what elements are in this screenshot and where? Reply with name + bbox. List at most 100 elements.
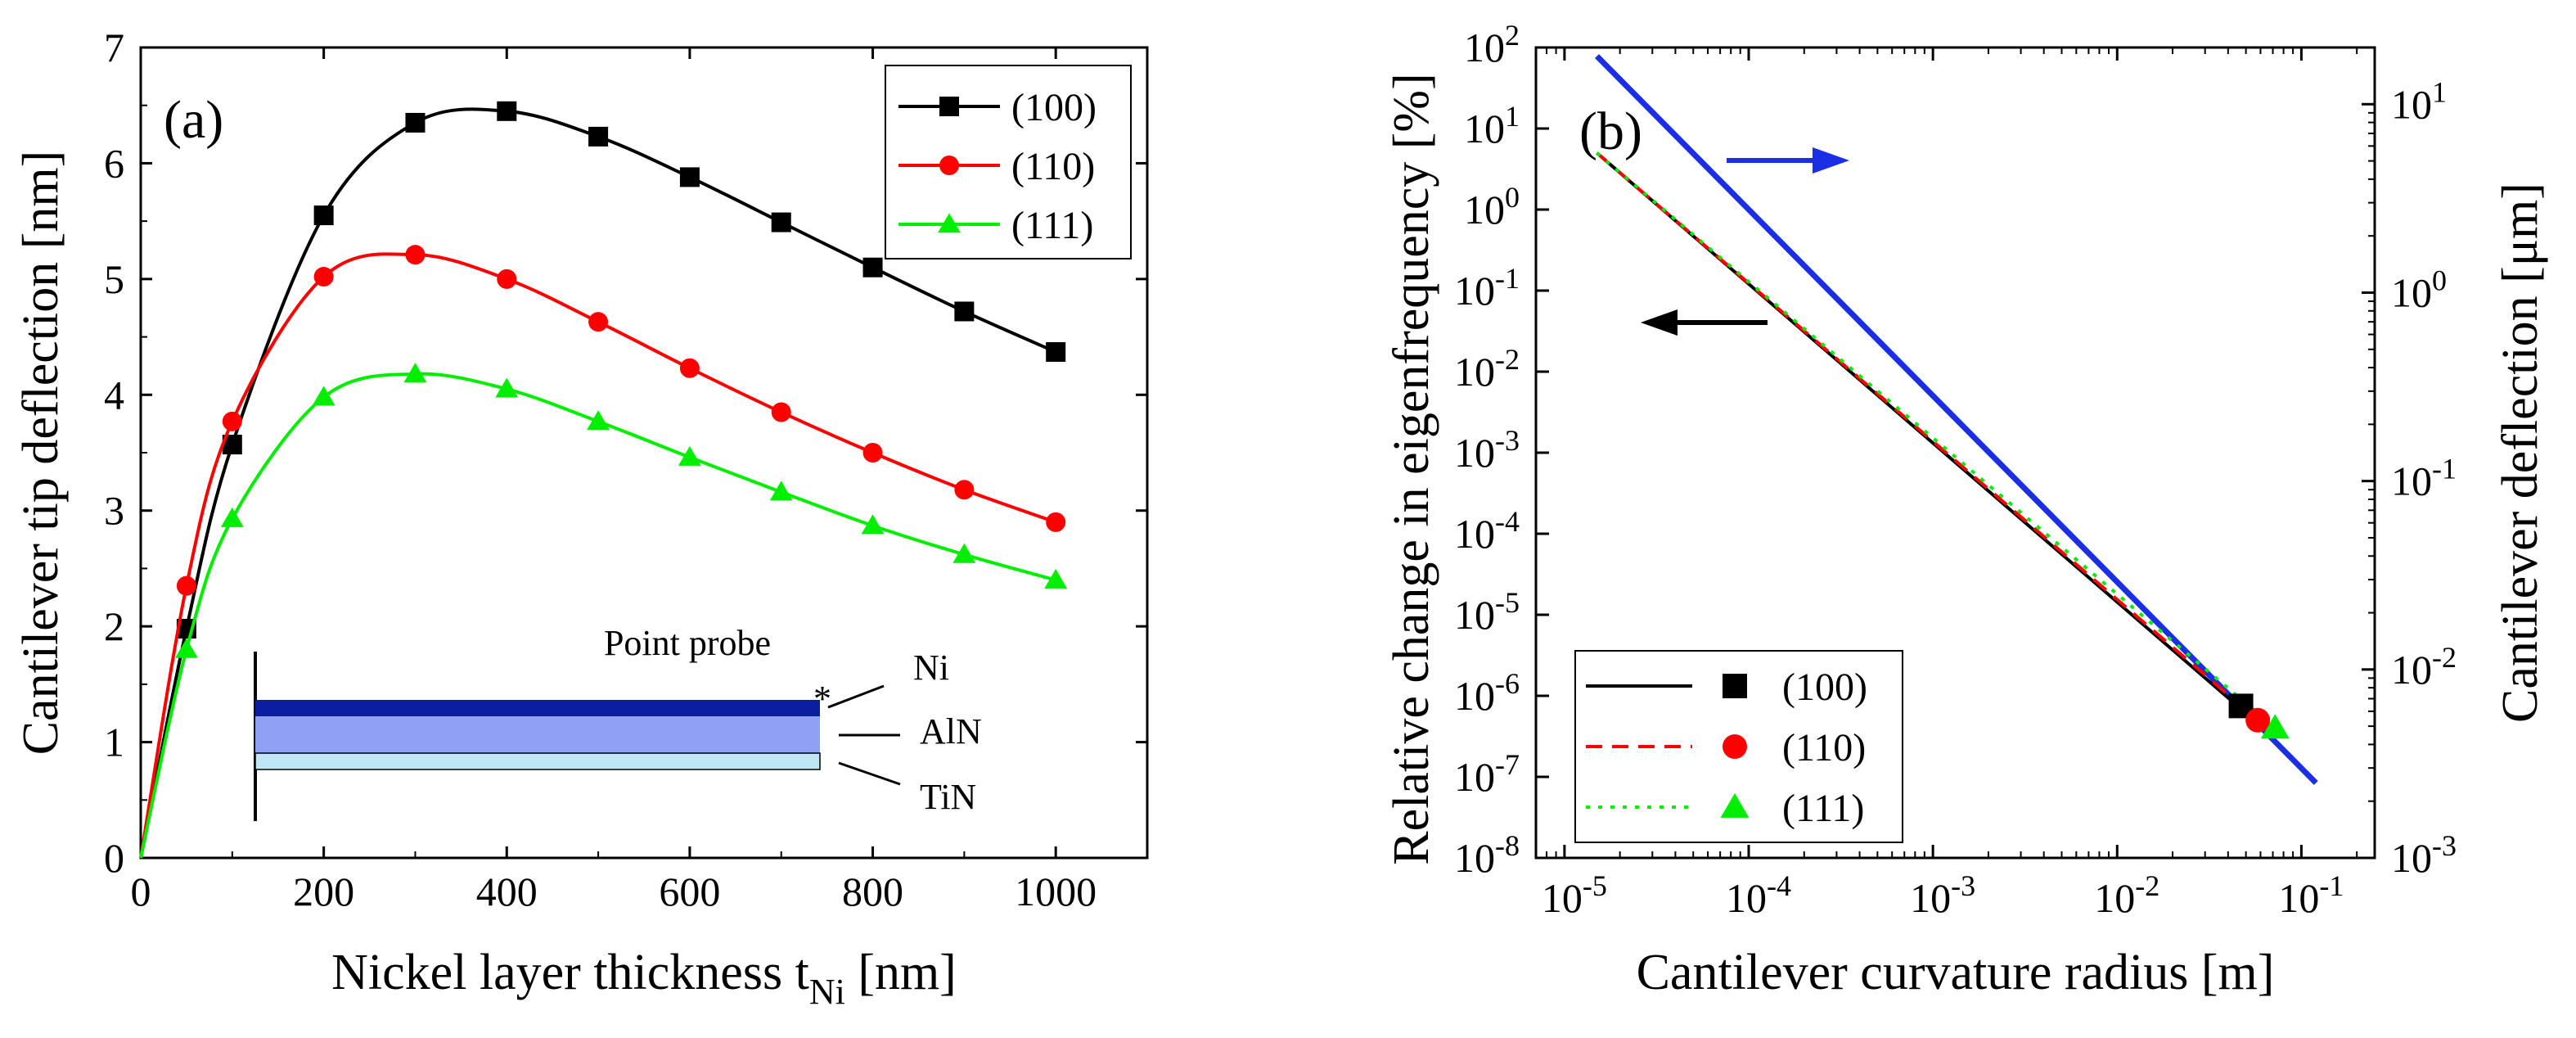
x-tick-label: 10-2 xyxy=(2094,869,2159,921)
legend: (100) (110) (111) xyxy=(885,65,1132,260)
data-point-(100) xyxy=(679,167,700,187)
y-tick-label-left: 101 xyxy=(1464,100,1520,151)
legend-label: (110) xyxy=(1782,726,1866,769)
legend: (100) (110) (111) xyxy=(1574,650,1903,843)
data-point-(100) xyxy=(313,205,334,226)
y-tick-label-right: 10-3 xyxy=(2391,829,2457,881)
y-tick-label-left: 10-2 xyxy=(1454,343,1520,395)
y-tick-label: 1 xyxy=(104,720,124,765)
data-point-(110) xyxy=(405,245,426,265)
layer-label: Ni xyxy=(913,648,949,688)
y-tick-label-left: 10-5 xyxy=(1454,586,1520,638)
legend-label: (111) xyxy=(1011,204,1093,247)
layer-tin xyxy=(254,752,821,770)
data-point-(110) xyxy=(176,575,196,596)
point-probe-label: Point probe xyxy=(604,623,771,663)
data-point-(110) xyxy=(497,269,517,289)
y-tick-label-left: 10-4 xyxy=(1454,505,1520,557)
legend-marker xyxy=(939,97,959,116)
x-axis-title: Cantilever curvature radius [m] xyxy=(1637,945,2275,1000)
data-point-(111) xyxy=(678,445,701,466)
y-tick-label-right: 101 xyxy=(2391,75,2447,127)
y-tick-label-left: 100 xyxy=(1464,181,1520,232)
legend-label: (100) xyxy=(1011,86,1097,129)
data-point-(111) xyxy=(587,410,610,431)
layer-label: TiN xyxy=(920,777,976,817)
data-point-(110) xyxy=(1046,512,1066,532)
arrow-head xyxy=(1641,309,1678,336)
y-tick-label: 0 xyxy=(104,835,124,881)
legend-marker xyxy=(938,213,961,233)
x-tick-label: 10-4 xyxy=(1726,869,1791,921)
y-tick-label-right: 10-2 xyxy=(2391,641,2457,693)
legend-label: (100) xyxy=(1782,666,1867,709)
arrow-head xyxy=(1813,147,1849,174)
data-point-(100) xyxy=(405,112,426,133)
data-point-(111) xyxy=(495,377,519,398)
y-tick-label-left: 102 xyxy=(1464,19,1520,70)
data-point-(111) xyxy=(2260,714,2290,739)
data-point-(111) xyxy=(861,514,885,535)
legend-marker xyxy=(1723,734,1747,759)
y-tick-label-left: 10-7 xyxy=(1454,748,1520,800)
y-tick-label-left: 10-3 xyxy=(1454,424,1520,476)
layer-aln xyxy=(255,716,820,753)
series-line-(110) xyxy=(1596,151,2259,722)
panel-label: (a) xyxy=(164,90,223,150)
x-tick-label: 1000 xyxy=(1015,869,1097,914)
layer-leader-line xyxy=(838,761,901,786)
y-tick-label: 7 xyxy=(104,25,124,70)
legend-box xyxy=(885,65,1132,260)
data-point-(111) xyxy=(769,481,793,501)
data-point-(111) xyxy=(1044,568,1068,589)
x-tick-label: 10-3 xyxy=(1910,869,1975,921)
data-point-(110) xyxy=(862,443,883,463)
data-point-(100) xyxy=(497,101,517,121)
data-point-(111) xyxy=(312,386,336,406)
y-axis-title: Cantilever tip deflection [nm] xyxy=(13,151,69,756)
x-tick-label: 800 xyxy=(842,869,903,914)
data-point-(100) xyxy=(1046,341,1066,362)
data-point-(100) xyxy=(588,126,609,147)
legend-label: (110) xyxy=(1011,145,1095,188)
probe-marker: * xyxy=(813,679,831,719)
y-tick-label: 4 xyxy=(104,372,124,417)
y-tick-label: 6 xyxy=(104,140,124,186)
data-point-(110) xyxy=(679,358,700,378)
y-tick-label-left: 10-1 xyxy=(1454,262,1520,314)
layer-leader-line xyxy=(827,684,885,709)
legend-marker xyxy=(1723,674,1747,698)
x-tick-label: 0 xyxy=(131,869,151,914)
data-point-(100) xyxy=(771,212,791,232)
x-axis-title: Nickel layer thickness tNi [nm] xyxy=(331,945,957,1012)
y-tick-label: 2 xyxy=(104,603,124,649)
data-point-(111) xyxy=(220,507,244,527)
panel-label: (b) xyxy=(1579,102,1642,161)
arrow-left xyxy=(1641,309,1768,336)
data-point-(100) xyxy=(954,301,975,322)
data-point-(110) xyxy=(954,480,975,500)
data-point-(110) xyxy=(588,312,609,332)
y-tick-label-left: 10-8 xyxy=(1454,829,1520,881)
y-tick-label-right: 100 xyxy=(2391,264,2447,315)
y-axis-title-left: Relative change in eigenfrequency [%] xyxy=(1384,73,1439,864)
x-tick-label: 10-1 xyxy=(2278,869,2344,921)
y-axis-title-right: Cantilever deflection [μm] xyxy=(2493,183,2548,723)
data-point-(110) xyxy=(2245,707,2271,733)
x-tick-label: 200 xyxy=(293,869,354,914)
legend-marker xyxy=(1720,792,1750,818)
layer-ni xyxy=(255,700,820,716)
y-tick-label-right: 10-1 xyxy=(2391,453,2457,504)
data-point-(111) xyxy=(174,638,198,658)
y-tick-label-left: 10-6 xyxy=(1454,667,1520,719)
data-point-(110) xyxy=(771,402,791,422)
x-tick-label: 600 xyxy=(659,869,720,914)
inset-schematic: Point probe * Ni AlN TiN xyxy=(254,623,982,821)
data-point-(100) xyxy=(862,257,883,278)
y-tick-label: 5 xyxy=(104,256,124,302)
x-tick-label: 400 xyxy=(476,869,538,914)
legend-marker xyxy=(939,156,959,175)
data-point-(110) xyxy=(222,411,242,431)
data-point-(111) xyxy=(952,543,976,563)
